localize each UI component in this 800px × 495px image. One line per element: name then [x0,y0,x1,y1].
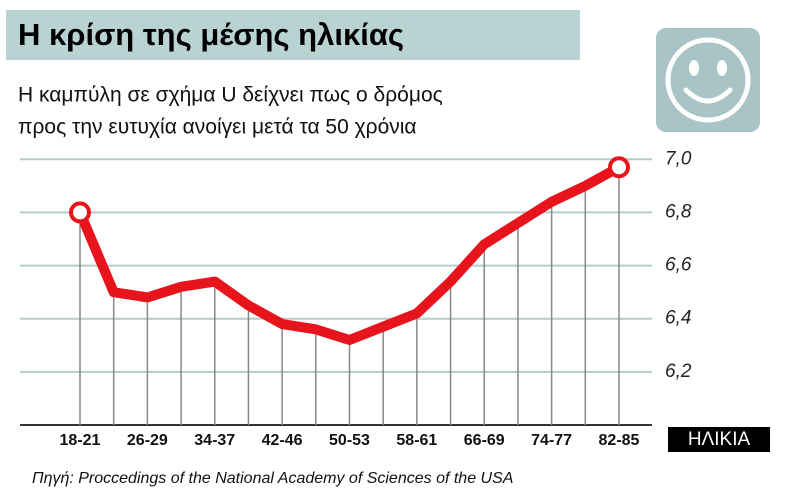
y-tick-label: 7,0 [665,148,692,169]
x-tick-label: 50-53 [329,432,370,449]
x-tick-label: 18-21 [60,432,101,449]
y-tick-label: 6,4 [665,308,691,329]
x-tick-label: 82-85 [599,432,640,449]
y-tick-label: 6,6 [665,255,692,276]
point-marker [69,201,91,224]
source: Πηγή: Proccedings of the National Academ… [32,470,513,487]
subtitle-line: προς την ευτυχία ανοίγει μετά τα 50 χρόν… [18,116,417,139]
x-tick-label: 42-46 [262,432,303,449]
x-tick-label: 58-61 [396,432,437,449]
x-label-box [668,427,770,452]
x-tick-label: 26-29 [127,432,168,449]
x-tick-label: 74-77 [531,432,572,449]
x-tick-label: 66-69 [464,432,505,449]
chart-title: Η κρίση της μέσης ηλικίας [18,17,404,52]
plot: 6,2 6,4 6,6 6,8 7,0 18-21 26-29 34-37 42-46 50-53… [20,148,692,449]
x-tick-label: 34-37 [194,432,235,449]
series-line [75,162,624,345]
point-marker [608,156,630,179]
subtitle-line: Η καμπύλη σε σχήμα U δείχνει πως ο δρόμο… [18,84,443,107]
smiley-icon [656,28,760,132]
title-box [6,10,580,60]
y-tick-label: 6,2 [665,361,692,382]
y-tick-label: 6,8 [665,201,692,222]
x-axis-label: ΗΛΙΚΙΑ [688,429,751,450]
